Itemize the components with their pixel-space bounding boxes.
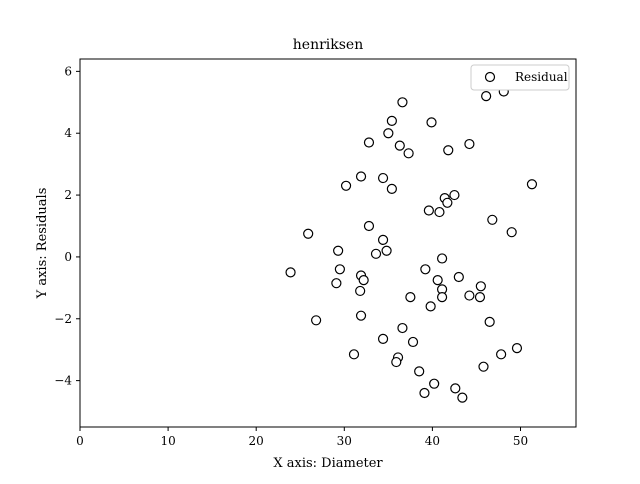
- data-point: [397, 322, 408, 334]
- data-point: [453, 271, 464, 283]
- data-point: [333, 245, 344, 256]
- chart-title: henriksen: [293, 37, 363, 53]
- data-point: [414, 366, 425, 377]
- data-point: [426, 117, 437, 128]
- y-tick-label: 0: [64, 250, 72, 264]
- plot-frame: [79, 58, 577, 428]
- data-point: [377, 234, 389, 246]
- y-tick-label: −2: [54, 312, 72, 326]
- data-point: [348, 349, 360, 360]
- y-tick-label: 2: [64, 188, 72, 202]
- data-point: [340, 180, 352, 191]
- data-point: [423, 205, 434, 216]
- data-point: [358, 275, 369, 286]
- plot-area: [285, 86, 538, 403]
- data-point: [381, 245, 392, 256]
- data-point: [496, 349, 507, 360]
- x-tick-label: 30: [337, 434, 352, 448]
- data-point: [457, 392, 468, 403]
- data-point: [386, 183, 397, 194]
- data-point: [475, 281, 486, 292]
- data-point: [429, 378, 440, 389]
- data-point: [442, 197, 453, 208]
- data-point: [526, 179, 538, 190]
- data-point: [391, 356, 402, 368]
- x-tick-label: 50: [513, 434, 528, 448]
- data-point: [434, 206, 445, 218]
- data-point: [481, 91, 492, 102]
- x-axis-label: X axis: Diameter: [273, 456, 383, 471]
- data-point: [506, 227, 517, 238]
- data-point: [407, 336, 419, 348]
- data-point: [436, 253, 448, 264]
- legend-label: Residual: [515, 70, 568, 84]
- data-point: [464, 138, 475, 150]
- x-tick-label: 10: [160, 434, 175, 448]
- y-axis-label: Y axis: Residuals: [35, 188, 50, 300]
- legend-marker: [484, 71, 496, 83]
- y-tick-label: −4: [54, 374, 72, 388]
- data-point: [449, 189, 460, 201]
- data-point: [474, 292, 486, 303]
- data-point: [363, 220, 375, 232]
- data-point: [386, 115, 397, 126]
- x-tick-label: 20: [249, 434, 264, 448]
- y-tick-label: 6: [64, 64, 72, 78]
- data-point: [303, 228, 314, 239]
- data-point: [355, 310, 367, 321]
- data-point: [383, 128, 394, 139]
- data-point: [363, 137, 375, 148]
- data-point: [285, 267, 296, 278]
- data-point: [443, 145, 454, 156]
- legend: Residual: [470, 64, 570, 91]
- x-tick-label: 40: [425, 434, 440, 448]
- data-point: [419, 387, 430, 399]
- data-point: [464, 290, 475, 301]
- axes: 0 10 20 30 40 50 −4 −2 0 2 4 6: [54, 58, 577, 448]
- data-point: [484, 316, 495, 327]
- data-point: [397, 97, 408, 108]
- data-point: [377, 172, 389, 184]
- data-point: [478, 361, 489, 372]
- data-point: [403, 148, 414, 159]
- data-point: [331, 278, 342, 289]
- data-point: [432, 275, 443, 286]
- y-tick-label: 4: [64, 126, 72, 140]
- data-point: [355, 285, 366, 297]
- data-point: [511, 343, 523, 354]
- data-point: [450, 383, 461, 394]
- data-point: [377, 333, 389, 344]
- data-point: [436, 292, 448, 303]
- data-point: [334, 264, 345, 275]
- data-point: [425, 301, 436, 312]
- data-point: [420, 264, 431, 275]
- data-point: [370, 248, 382, 259]
- data-point: [311, 315, 322, 326]
- legend-frame: [470, 64, 570, 91]
- data-point: [394, 140, 405, 151]
- x-tick-label: 0: [76, 434, 84, 448]
- data-point: [355, 171, 367, 182]
- data-point: [487, 214, 498, 225]
- data-point: [405, 292, 416, 303]
